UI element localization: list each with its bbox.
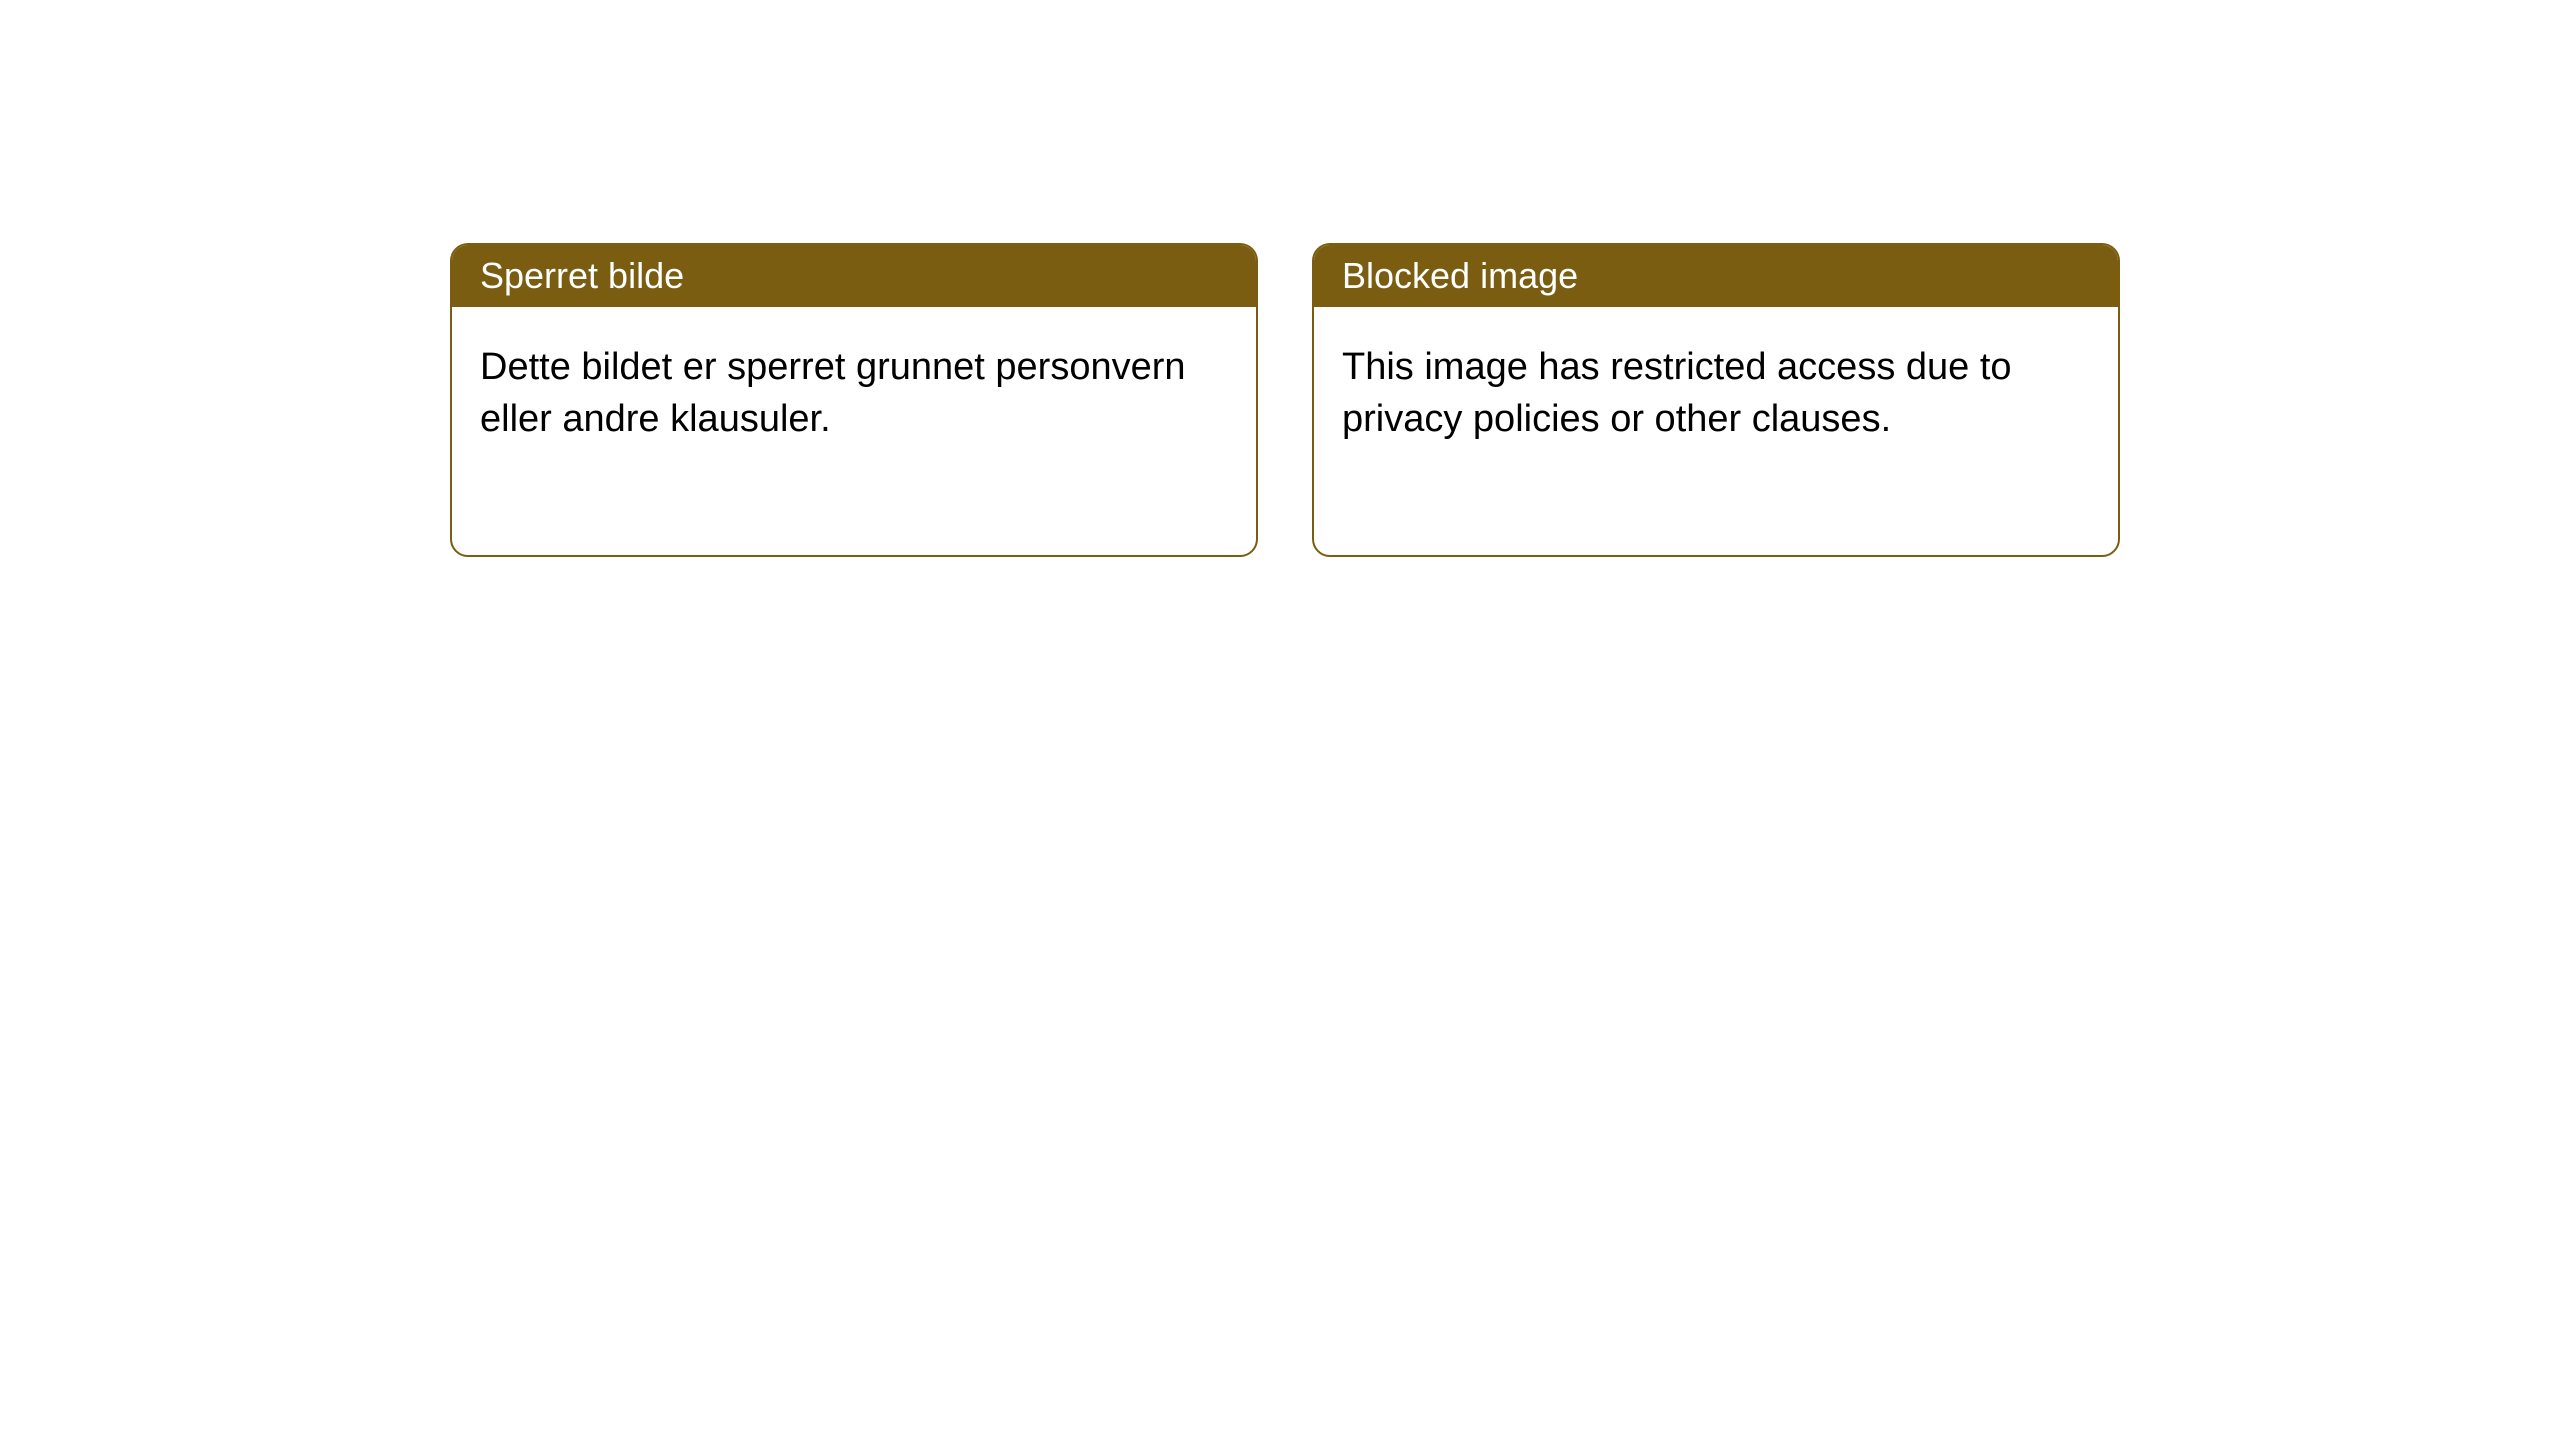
notice-card-row: Sperret bilde Dette bildet er sperret gr… xyxy=(450,243,2120,557)
notice-card-body: This image has restricted access due to … xyxy=(1314,307,2118,555)
notice-card-body: Dette bildet er sperret grunnet personve… xyxy=(452,307,1256,555)
notice-card-english: Blocked image This image has restricted … xyxy=(1312,243,2120,557)
notice-card-norwegian: Sperret bilde Dette bildet er sperret gr… xyxy=(450,243,1258,557)
notice-card-title: Blocked image xyxy=(1314,245,2118,307)
notice-card-title: Sperret bilde xyxy=(452,245,1256,307)
